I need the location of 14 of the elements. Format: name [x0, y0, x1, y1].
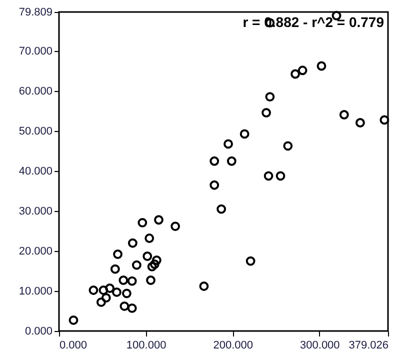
- y-tick-label: 60.000: [18, 86, 52, 98]
- y-tick-label: 30.000: [18, 206, 52, 218]
- y-tick-label: 79.809: [18, 6, 52, 18]
- y-tick-label: 20.000: [18, 246, 52, 258]
- y-tick-label: 70.000: [18, 46, 52, 58]
- x-tick-label: 100.000: [126, 340, 166, 352]
- x-tick-label: 300.000: [300, 340, 340, 352]
- y-tick-label: 10.000: [18, 286, 52, 298]
- x-tick-label: 200.000: [213, 340, 253, 352]
- y-tick-label: 40.000: [18, 166, 52, 178]
- y-tick-label: 50.000: [18, 126, 52, 138]
- x-tick-label: 379.026: [348, 340, 388, 352]
- y-tick-label: 0.000: [24, 326, 52, 338]
- x-tick-label: 0.000: [60, 340, 88, 352]
